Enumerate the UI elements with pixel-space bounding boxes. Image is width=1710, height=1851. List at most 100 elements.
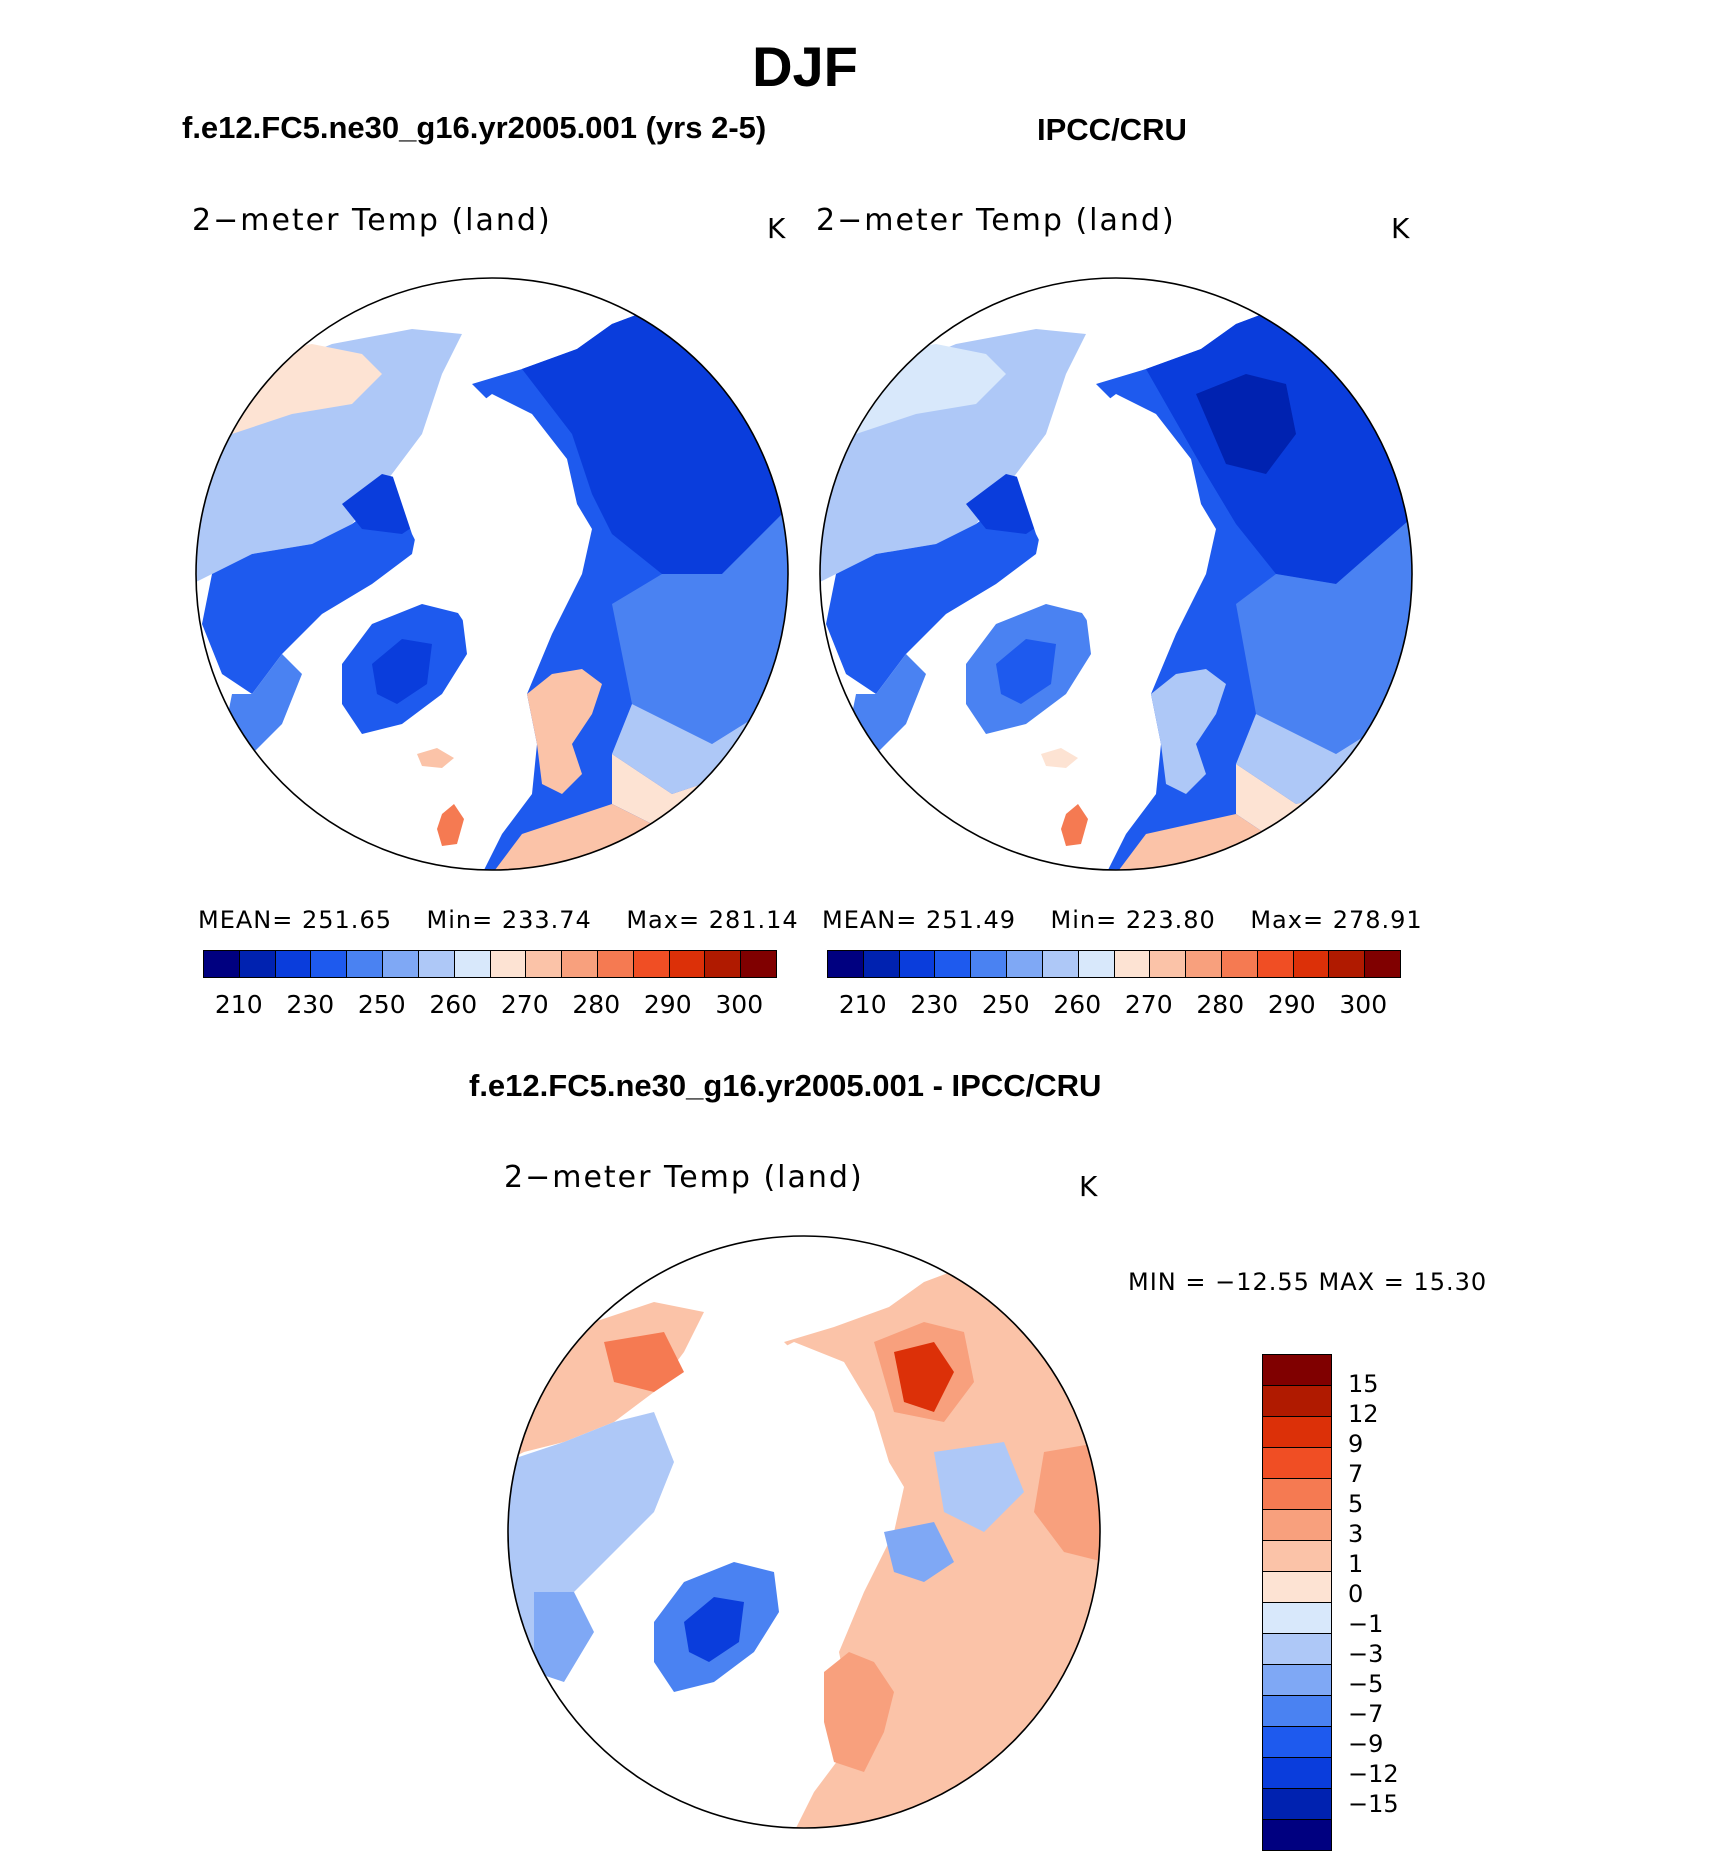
diff-polar-map [507,1235,1101,1829]
model-hudson-region [222,654,302,754]
obs-colorbar-swatch [828,951,864,977]
diff-central-cool-region [934,1442,1024,1532]
diff-colorbar [1262,1354,1332,1851]
diff-minmax: MIN = −12.55 MAX = 15.30 [1128,1268,1488,1296]
diff-colorbar-tick: −15 [1348,1790,1399,1818]
model-colorbar-swatch [562,951,598,977]
diff-colorbar-tick: −5 [1348,1670,1384,1698]
diff-colorbar-tick: 0 [1348,1580,1364,1608]
diff-colorbar-tick: 1 [1348,1550,1364,1578]
model-colorbar-tick: 290 [643,990,692,1019]
obs-greenland-interior-region [996,639,1056,704]
diff-colorbar-tick: 3 [1348,1520,1364,1548]
obs-min-label: Min= [1050,906,1118,934]
diff-colorbar-swatch [1263,1820,1331,1850]
model-colorbar-swatch [669,951,706,977]
model-map-boundary [195,277,789,871]
model-colorbar-swatch [204,951,240,977]
diff-colorbar-swatch [1263,1758,1331,1789]
model-colorbar-swatch [418,951,455,977]
model-canada-region [202,494,422,694]
model-panel-title: f.e12.FC5.ne30_g16.yr2005.001 (yrs 2-5) [182,110,767,145]
diff-colorbar-swatch [1263,1510,1331,1541]
diff-colorbar-swatch [1263,1479,1331,1510]
obs-colorbar-tick: 300 [1339,990,1388,1019]
model-uk-region [437,804,464,846]
model-greenland-interior-region [372,639,432,704]
obs-colorbar-tick: 250 [981,990,1030,1019]
diff-colorbar-swatch [1263,1355,1331,1386]
diff-colorbar-tick: 12 [1348,1400,1379,1428]
obs-colorbar-swatch [1114,951,1151,977]
obs-hudson-region [846,654,926,754]
model-max-label: Max= [626,906,701,934]
diff-colorbar-swatch [1263,1417,1331,1448]
obs-variable-label: 2−meter Temp (land) [816,203,1176,238]
model-stats: MEAN= 251.65 Min= 233.74 Max= 281.14 [198,906,799,934]
model-colorbar-tick: 210 [214,990,263,1019]
obs-coldcore-region [1196,374,1296,474]
model-colorbar-swatch [454,951,491,977]
obs-colorbar-swatch [1078,951,1115,977]
model-colorbar-swatch [526,951,563,977]
obs-stats: MEAN= 251.49 Min= 223.80 Max= 278.91 [822,906,1423,934]
obs-polar-map [819,277,1413,871]
obs-mean-value: 251.49 [926,906,1016,934]
diff-colorbar-swatch [1263,1541,1331,1572]
obs-canada-region [826,494,1046,694]
diff-colorbar-swatch [1263,1386,1331,1417]
obs-colorbar-tick: 280 [1196,990,1245,1019]
model-scandinavia-region [527,669,602,794]
obs-colorbar-swatch [899,951,936,977]
diff-colorbar-tick: 9 [1348,1430,1364,1458]
diff-colorbar-tick: −12 [1348,1760,1399,1788]
model-min-value: 233.74 [501,906,592,934]
model-colorbar [203,950,777,978]
obs-colorbar-swatch [971,951,1008,977]
obs-uk-region [1061,804,1088,846]
diff-panel-title: f.e12.FC5.ne30_g16.yr2005.001 - IPCC/CRU [469,1068,1102,1103]
model-colorbar-swatch [597,951,634,977]
model-arctic-ocean [392,394,577,634]
diff-colorbar-tick: −1 [1348,1610,1384,1638]
model-colorbar-swatch [239,951,276,977]
obs-westsiberia-region [1236,514,1412,754]
obs-colorbar-swatch [1329,951,1366,977]
obs-colorbar-swatch [1221,951,1258,977]
obs-colorbar-swatch [863,951,900,977]
diff-colorbar-swatch [1263,1448,1331,1479]
obs-map-boundary [819,277,1413,871]
model-variable-label: 2−meter Temp (land) [192,203,552,238]
obs-colorbar-tick: 260 [1053,990,1102,1019]
obs-max-value: 278.91 [1332,906,1423,934]
diff-map-boundary [507,1235,1101,1829]
diff-scandinavia-region [824,1652,894,1772]
model-colorbar-swatch [275,951,312,977]
model-colorbar-ticks: 210 230 250 260 270 280 290 300 [203,990,775,1020]
model-colorbar-swatch [633,951,670,977]
obs-colorbar-swatch [1293,951,1330,977]
model-min-label: Min= [426,906,494,934]
diff-colorbar-swatch [1263,1572,1331,1603]
obs-colorbar-swatch [1365,951,1400,977]
obs-max-label: Max= [1250,906,1325,934]
model-colorbar-swatch [347,951,384,977]
obs-panel-title: IPCC/CRU [1037,112,1187,147]
obs-mean-label: MEAN= [822,906,918,934]
diff-variable-label: 2−meter Temp (land) [504,1160,864,1195]
model-colorbar-swatch [741,951,776,977]
obs-colorbar-swatch [935,951,972,977]
diff-greenland-core-region [684,1597,744,1662]
diff-colorbar-tick: −9 [1348,1730,1384,1758]
diff-colorbar-swatch [1263,1665,1331,1696]
obs-colorbar-swatch [1257,951,1294,977]
diff-colorbar-ticks: 15 12 9 7 5 3 1 0 −1 −3 −5 −7 −9 −12 −15 [1348,1354,1428,1834]
obs-colorbar-tick: 230 [910,990,959,1019]
model-colorbar-tick: 300 [715,990,764,1019]
obs-colorbar [827,950,1401,978]
diff-alaska-warm-region [604,1332,684,1392]
model-mean-value: 251.65 [302,906,392,934]
obs-colorbar-swatch [1186,951,1222,977]
model-colorbar-tick: 230 [286,990,335,1019]
model-colorbar-swatch [311,951,348,977]
